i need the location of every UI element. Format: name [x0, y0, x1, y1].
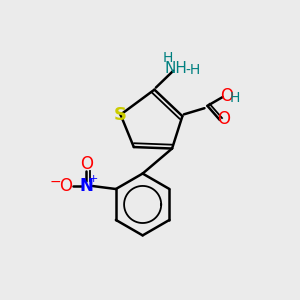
- Text: H: H: [162, 51, 172, 65]
- Text: −: −: [50, 175, 61, 189]
- Text: O: O: [220, 86, 233, 104]
- Text: -H: -H: [186, 63, 201, 77]
- Text: N: N: [80, 177, 93, 195]
- Text: S: S: [114, 106, 127, 124]
- Text: NH: NH: [164, 61, 187, 76]
- Text: H: H: [230, 92, 240, 106]
- Text: O: O: [217, 110, 230, 128]
- Text: O: O: [80, 155, 93, 173]
- Text: O: O: [59, 177, 72, 195]
- Text: +: +: [88, 174, 98, 184]
